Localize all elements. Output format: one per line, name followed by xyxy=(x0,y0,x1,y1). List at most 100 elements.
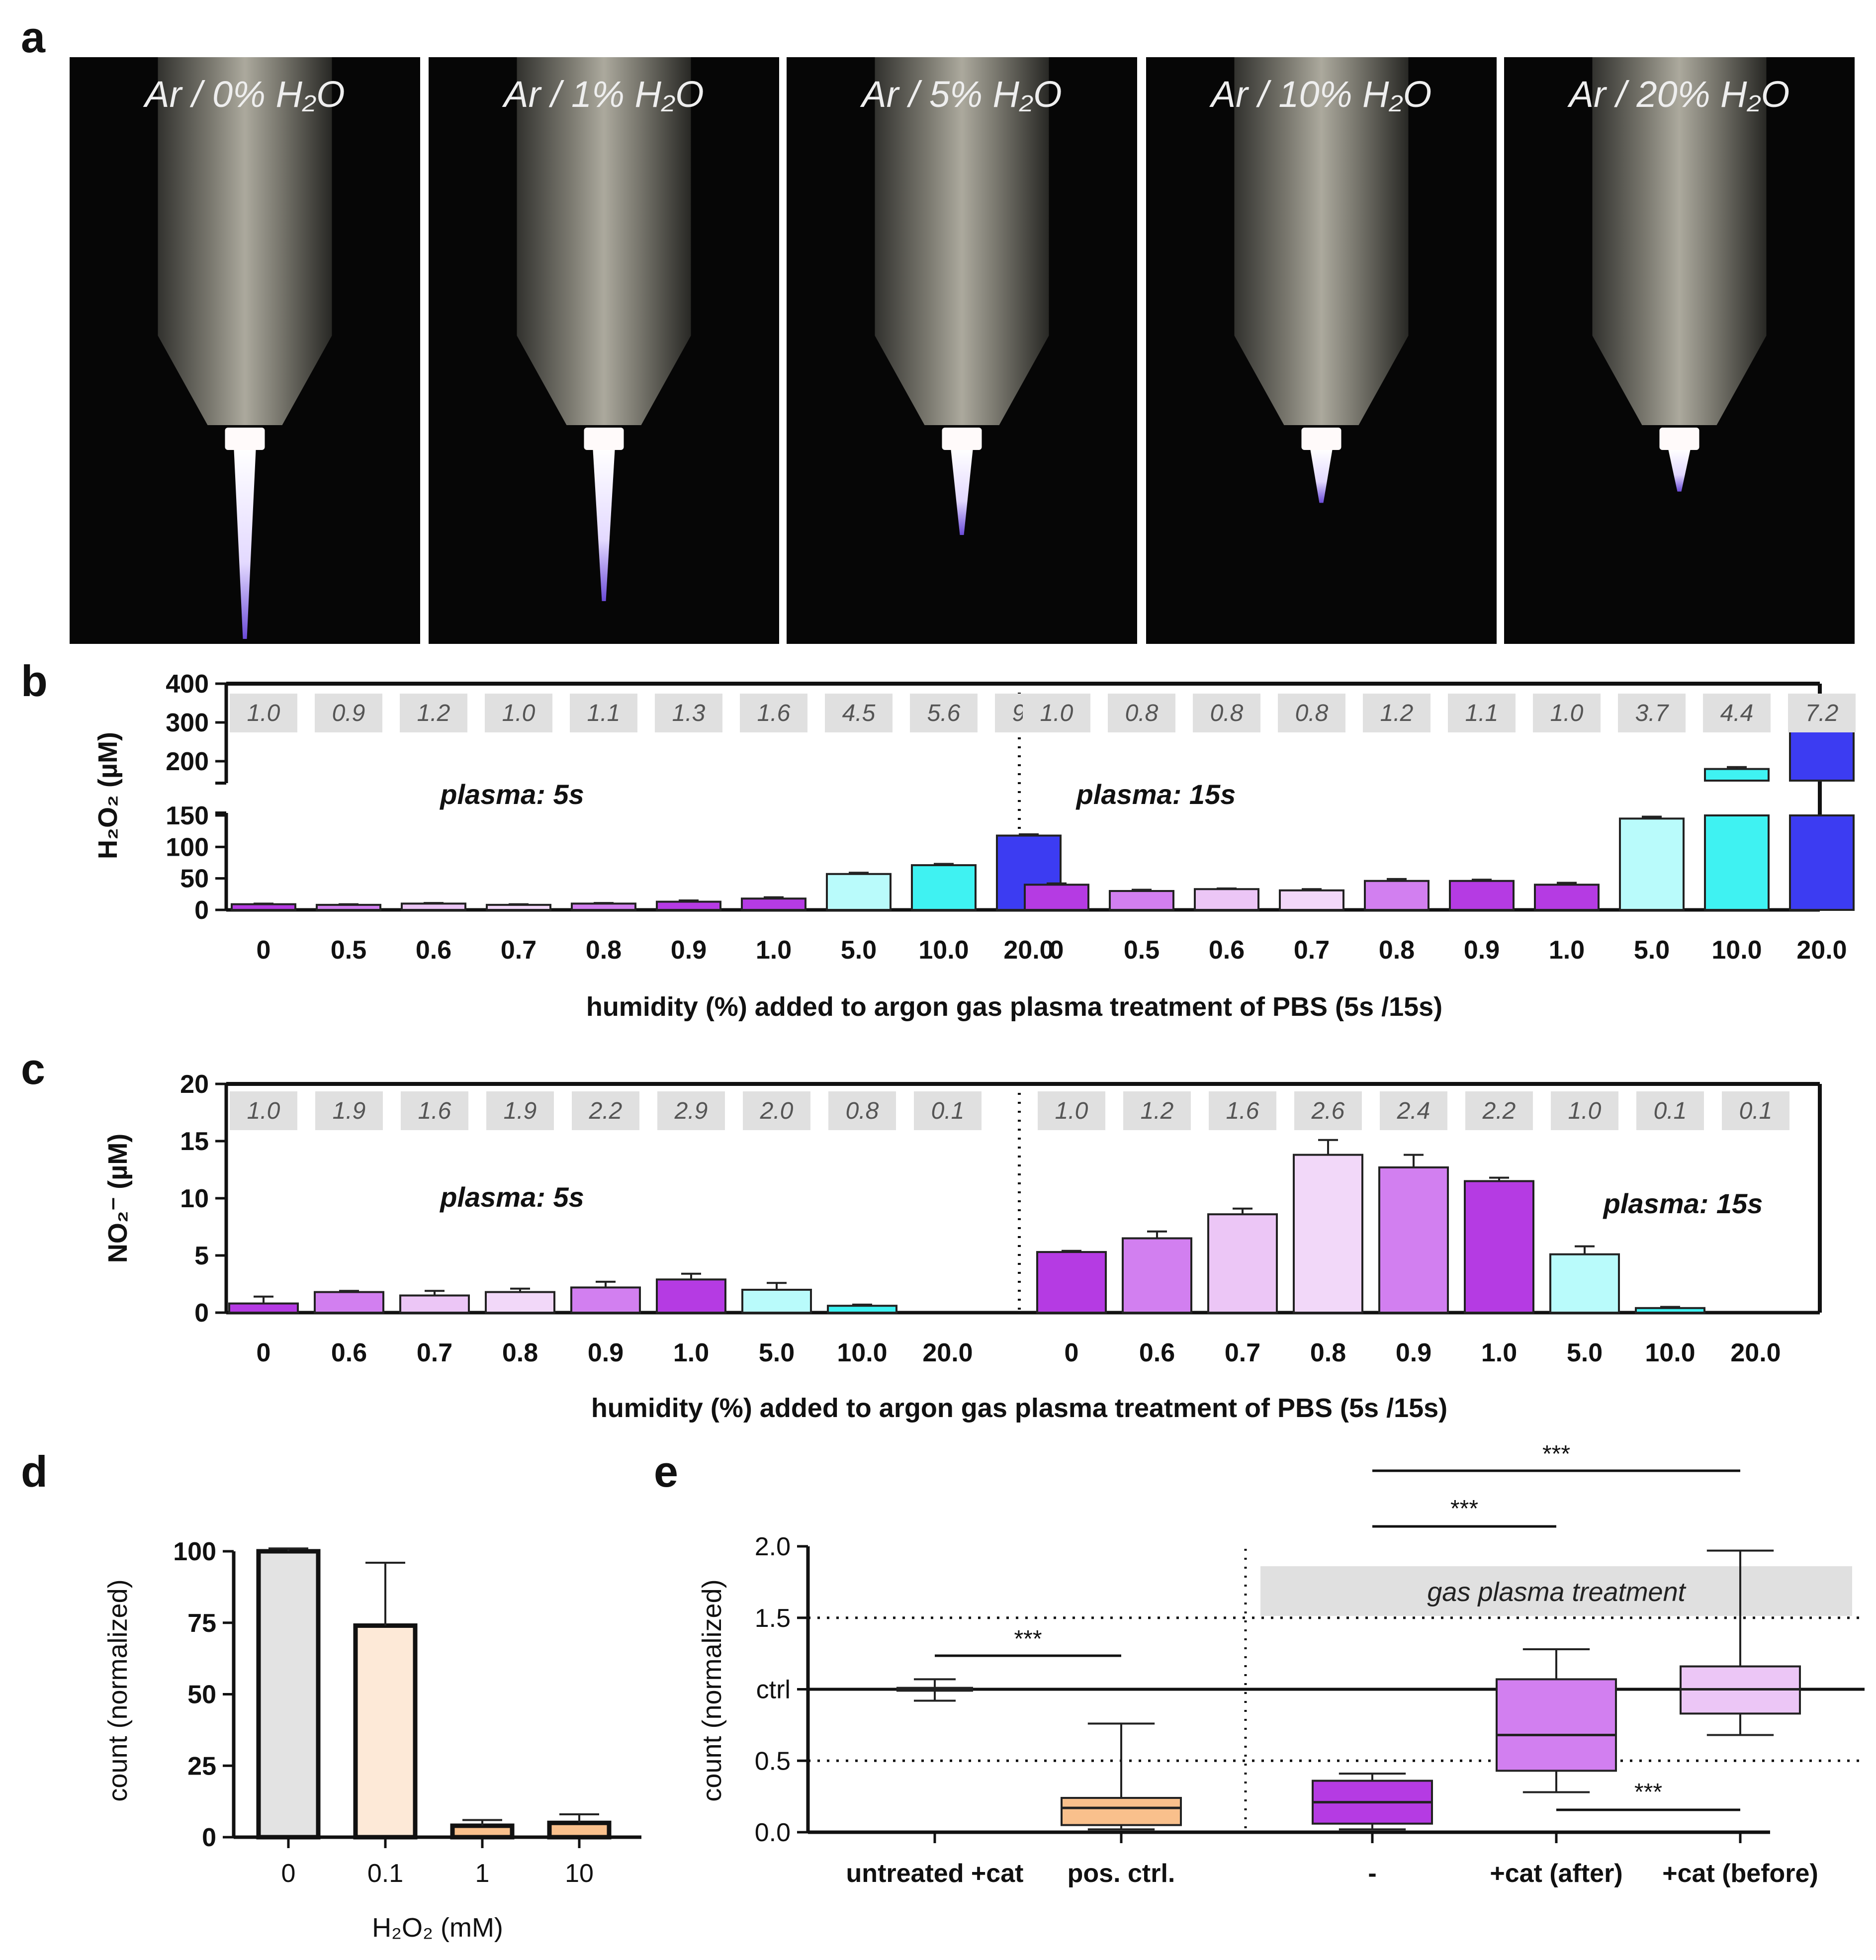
fold-change-label: 1.9 xyxy=(504,1098,537,1124)
bar xyxy=(570,1286,641,1314)
x-tick-label: 20.0 xyxy=(1730,1338,1781,1367)
x-tick-label: 5.0 xyxy=(1634,936,1670,965)
x-tick-label: 0.8 xyxy=(1310,1338,1346,1367)
panel-e-letter: e xyxy=(654,1447,678,1496)
fold-change-label: 1.0 xyxy=(1040,700,1073,726)
count-boxplot-chart: 0.0 0.5 ctrl 1.5 2.0 count (normalized) gas pl… xyxy=(697,1441,1865,1888)
fold-change-box xyxy=(655,694,722,732)
x-tick-label: 0 xyxy=(281,1859,296,1888)
fold-change-box xyxy=(315,1091,383,1130)
x-tick-label: 0.5 xyxy=(331,936,366,965)
x-tick-label: 10.0 xyxy=(1645,1338,1695,1367)
x-tick-label: 0.9 xyxy=(671,936,707,965)
x-tick-label: 0.6 xyxy=(331,1338,367,1367)
y-tick-label: 0.0 xyxy=(755,1818,791,1847)
annotation-5s: plasma: 5s xyxy=(439,1181,584,1213)
fold-change-box xyxy=(1465,1091,1533,1130)
fold-change-box xyxy=(1209,1091,1276,1130)
fold-change-box xyxy=(1636,1091,1704,1130)
y-tick-label: 300 xyxy=(166,709,209,737)
fold-change-label: 1.0 xyxy=(247,1098,280,1124)
fold-change-box xyxy=(910,694,978,732)
x-tick-label: 0.7 xyxy=(501,936,536,965)
nozzle-glow xyxy=(942,428,982,450)
fold-change-box xyxy=(828,1091,896,1130)
fold-change-label: 1.0 xyxy=(1550,700,1584,726)
fold-change-label: 0.8 xyxy=(846,1098,879,1124)
annotation-5s: plasma: 5s xyxy=(439,779,584,810)
x-tick-label: 0.6 xyxy=(416,936,451,965)
fold-change-box xyxy=(914,1091,982,1130)
y-tick-label: 75 xyxy=(187,1609,216,1638)
fold-change-label: 1.6 xyxy=(757,700,791,726)
bar xyxy=(1464,1180,1534,1314)
fold-change-label: 1.0 xyxy=(1568,1098,1602,1124)
fold-change-box xyxy=(315,694,382,732)
y-tick-label: 10 xyxy=(180,1184,209,1213)
fold-change-label: 2.9 xyxy=(674,1098,708,1124)
x-tick-label: 20.0 xyxy=(1003,936,1054,965)
photo-title: Ar / 5% H₂O xyxy=(860,74,1062,115)
x-axis-title: humidity (%) added to argon gas plasma t… xyxy=(586,992,1442,1022)
fold-change-box xyxy=(570,694,637,732)
nozzle-body xyxy=(517,57,691,425)
y-tick-label: 1.5 xyxy=(755,1604,791,1633)
bar xyxy=(656,1278,726,1314)
bar xyxy=(450,1823,515,1840)
photo-title: Ar / 0% H₂O xyxy=(143,74,345,115)
x-tick-label: +cat (after) xyxy=(1490,1859,1622,1888)
fold-change-label: 2.4 xyxy=(1397,1098,1430,1124)
bar xyxy=(314,1291,384,1314)
bar xyxy=(1109,890,1174,911)
x-tick-label: 0.1 xyxy=(367,1859,403,1888)
x-tick-label: 1.0 xyxy=(1481,1338,1517,1367)
x-tick-label: +cat (before) xyxy=(1662,1859,1818,1888)
x-tick-label: 1.0 xyxy=(756,936,792,965)
y-axis-title: count (normalized) xyxy=(103,1579,133,1801)
fold-change-label: 0.1 xyxy=(1739,1098,1773,1124)
fold-change-box xyxy=(1294,1091,1362,1130)
x-tick-label: 0.7 xyxy=(417,1338,452,1367)
fold-change-box xyxy=(1038,1091,1105,1130)
x-tick-label: 1 xyxy=(475,1859,490,1888)
nitrite-chart: 0 5 10 15 20 NO₂⁻ (µM) 1.0 0 1.9 0.6 1.6 0.7 1.9 0.8 2… xyxy=(103,1070,1822,1423)
bar xyxy=(316,903,381,911)
fold-change-box xyxy=(400,694,467,732)
treatment-band-label: gas plasma treatment xyxy=(1427,1577,1686,1607)
fold-change-box xyxy=(485,694,552,732)
y-tick-label: 15 xyxy=(180,1127,209,1156)
panel-a-letter: a xyxy=(21,12,46,62)
plasma-jet-photos: Ar / 0% H₂O Ar / 1% H₂O Ar / 5% H₂O Ar / 10… xyxy=(70,57,1855,644)
x-tick-label: 0.6 xyxy=(1139,1338,1175,1367)
fold-change-box xyxy=(1448,694,1516,732)
bar xyxy=(1635,1307,1705,1314)
bar xyxy=(1024,884,1089,911)
fold-change-label: 1.2 xyxy=(1141,1098,1174,1124)
fold-change-label: 7.2 xyxy=(1805,700,1839,726)
x-tick-label: - xyxy=(1368,1859,1376,1888)
y-tick-label: 400 xyxy=(166,670,209,699)
x-tick-label: 20.0 xyxy=(1796,936,1847,965)
bar xyxy=(1704,814,1770,911)
y-tick-label: 5 xyxy=(194,1242,209,1270)
fold-change-box xyxy=(572,1091,639,1130)
x-tick-label: 5.0 xyxy=(759,1338,795,1367)
y-tick-label: 100 xyxy=(166,833,209,862)
x-tick-label: 0 xyxy=(1065,1338,1079,1367)
bar xyxy=(486,903,551,911)
y-tick-label: 0 xyxy=(194,1299,209,1328)
x-tick-label: 0.9 xyxy=(1396,1338,1431,1367)
panel-c-letter: c xyxy=(21,1044,45,1093)
x-tick-label: 0 xyxy=(257,936,271,965)
fold-change-box xyxy=(1278,694,1345,732)
y-tick-label: 50 xyxy=(187,1681,216,1709)
fold-change-box xyxy=(1788,694,1856,732)
x-axis-title: H₂O₂ (mM) xyxy=(372,1913,503,1943)
fold-change-label: 1.2 xyxy=(1380,700,1414,726)
x-tick-label: 0.9 xyxy=(588,1338,624,1367)
bar xyxy=(1122,1237,1192,1314)
bar xyxy=(1207,1213,1278,1314)
x-tick-label: 20.0 xyxy=(922,1338,973,1367)
fold-change-box xyxy=(1551,1091,1618,1130)
photo-title: Ar / 1% H₂O xyxy=(502,74,704,115)
